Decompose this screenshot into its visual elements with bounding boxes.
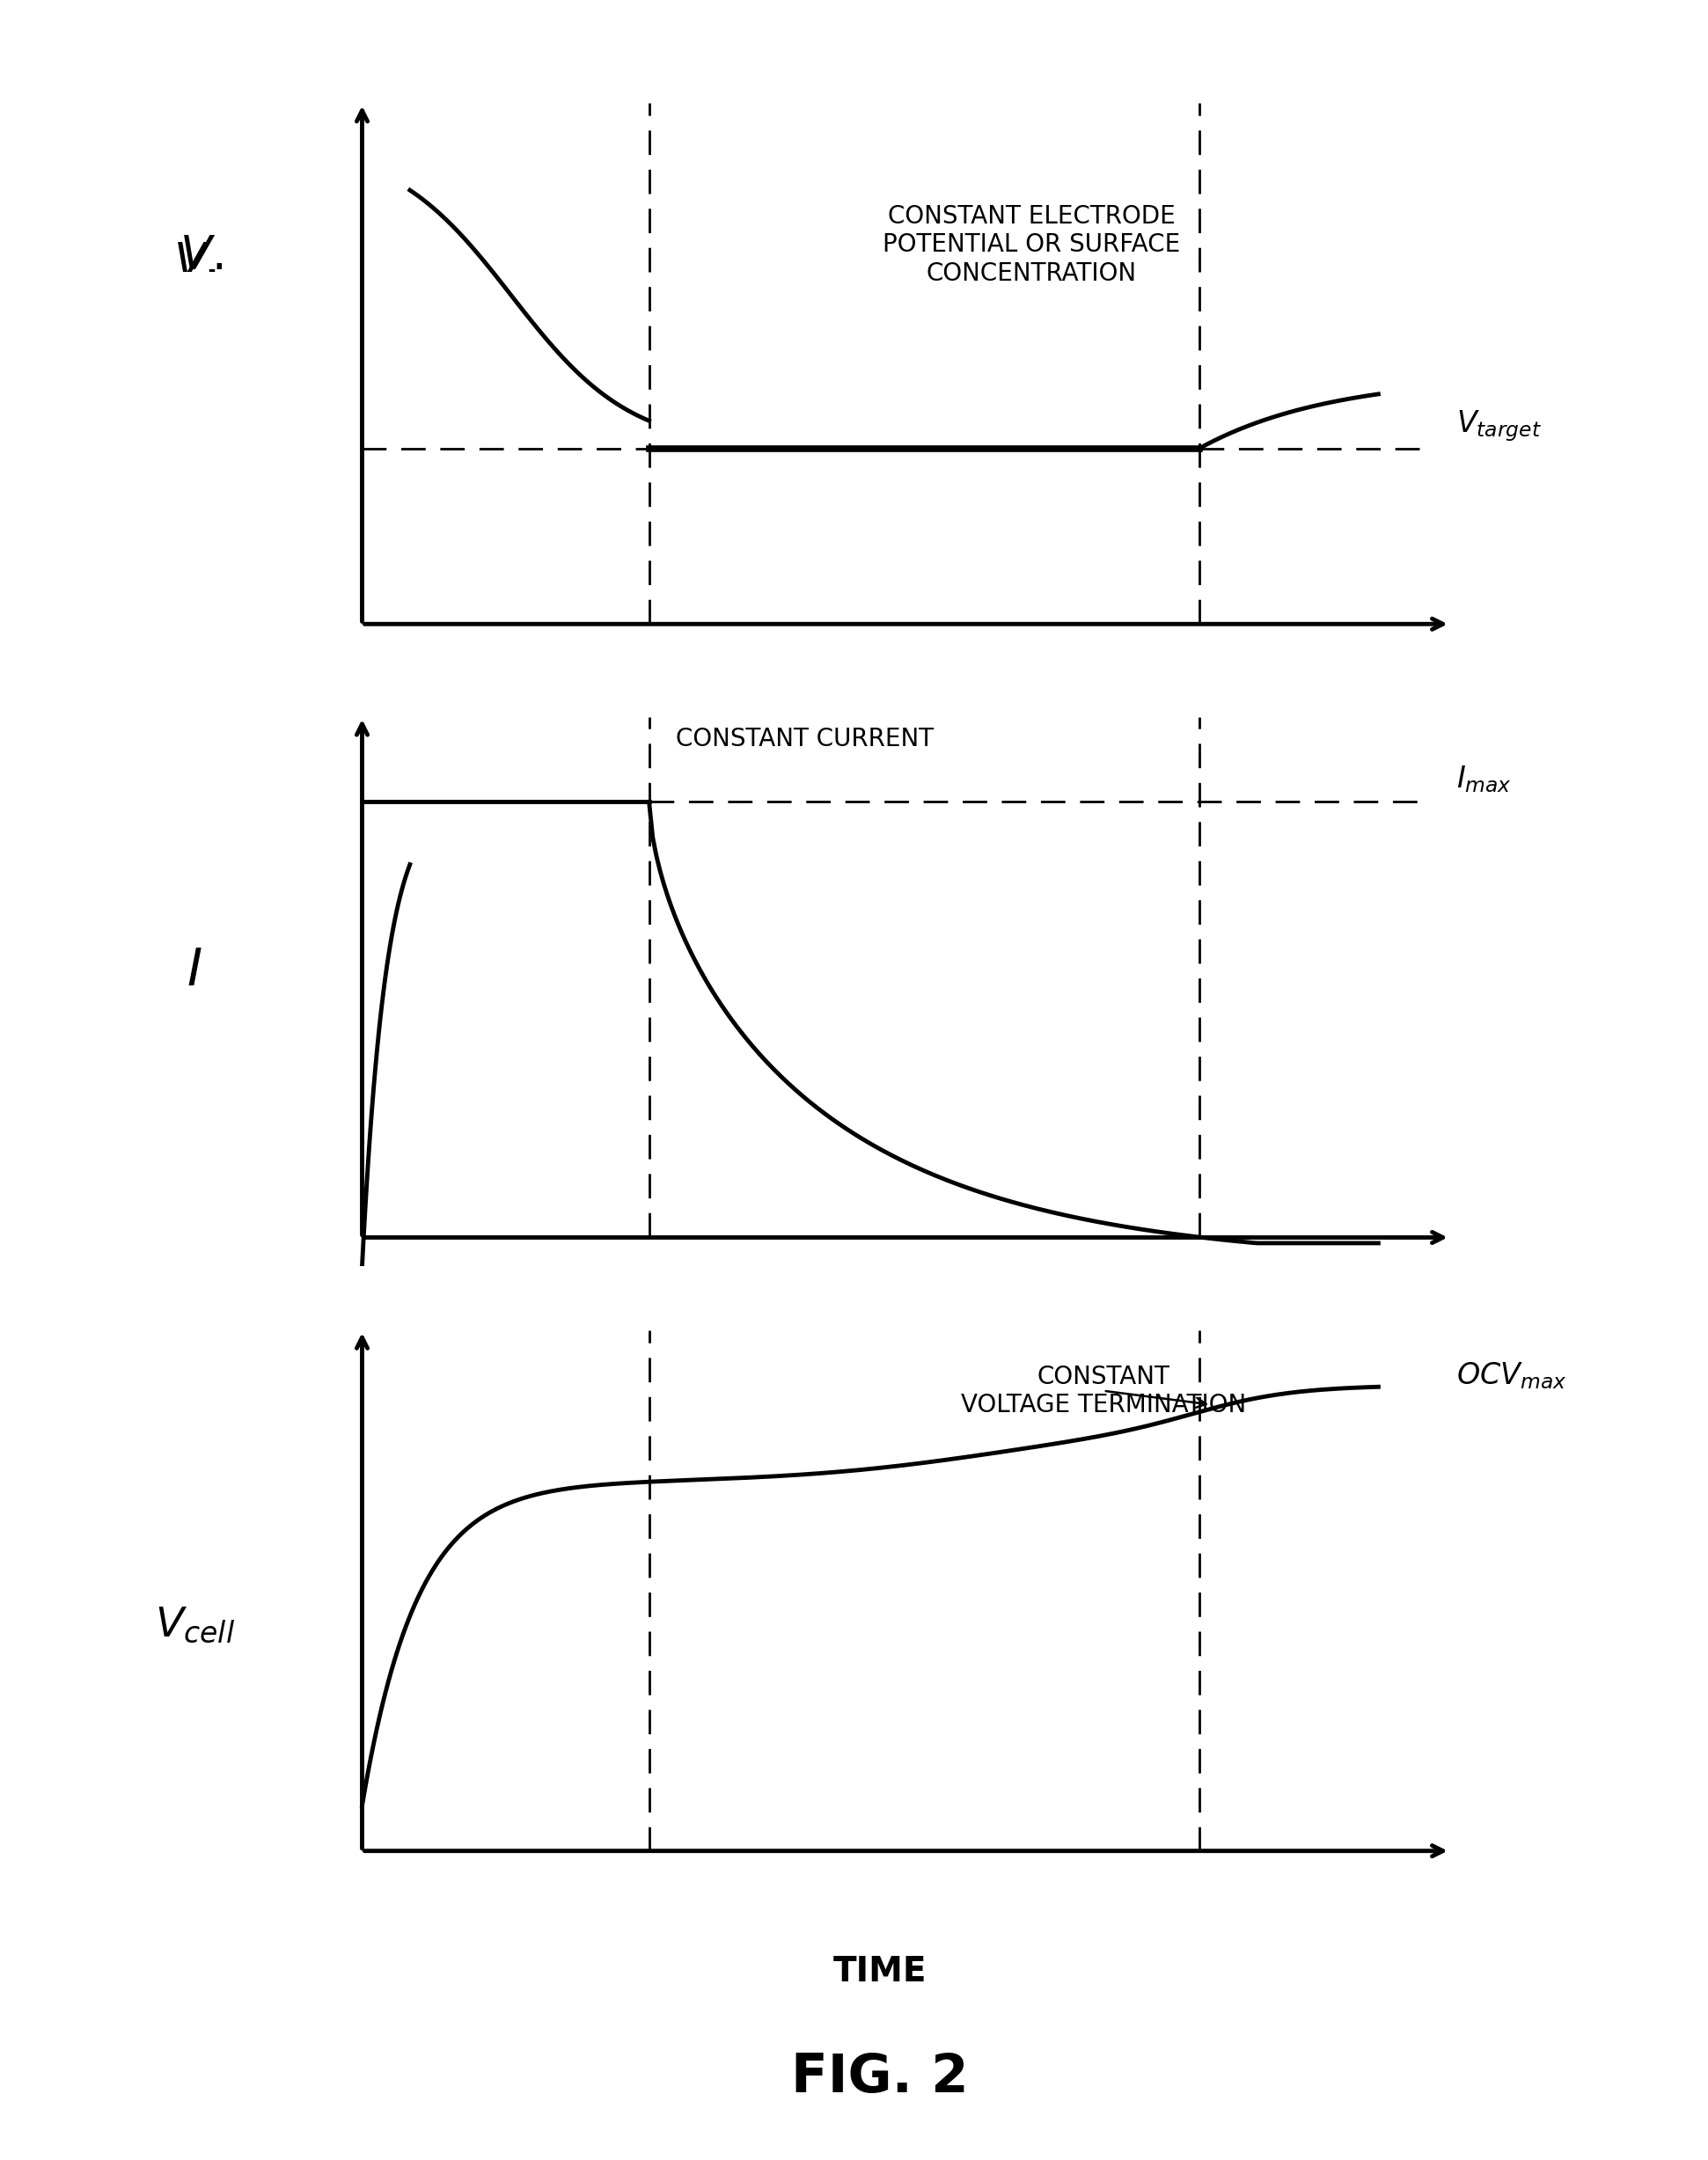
Text: $I_{max}$: $I_{max}$: [1457, 765, 1512, 795]
Text: $V_{cell}$: $V_{cell}$: [155, 1605, 234, 1644]
Text: $V_{target}$: $V_{target}$: [1457, 408, 1541, 443]
Text: CONSTANT ELECTRODE
POTENTIAL OR SURFACE
CONCENTRATION: CONSTANT ELECTRODE POTENTIAL OR SURFACE …: [883, 203, 1180, 285]
Text: $OCV_{max}$: $OCV_{max}$: [1457, 1361, 1566, 1391]
Text: CONSTANT
VOLTAGE TERMINATION: CONSTANT VOLTAGE TERMINATION: [960, 1365, 1247, 1417]
Text: CONSTANT CURRENT: CONSTANT CURRENT: [675, 728, 934, 752]
Text: $I$: $I$: [186, 946, 203, 996]
Text: FIG. 2: FIG. 2: [791, 2052, 968, 2104]
Text: TIME: TIME: [834, 1955, 926, 1989]
Text: $V.$: $V.$: [179, 233, 222, 279]
Text: $V_{\mathbf{\cdot}}$: $V_{\mathbf{\cdot}}$: [174, 233, 215, 279]
